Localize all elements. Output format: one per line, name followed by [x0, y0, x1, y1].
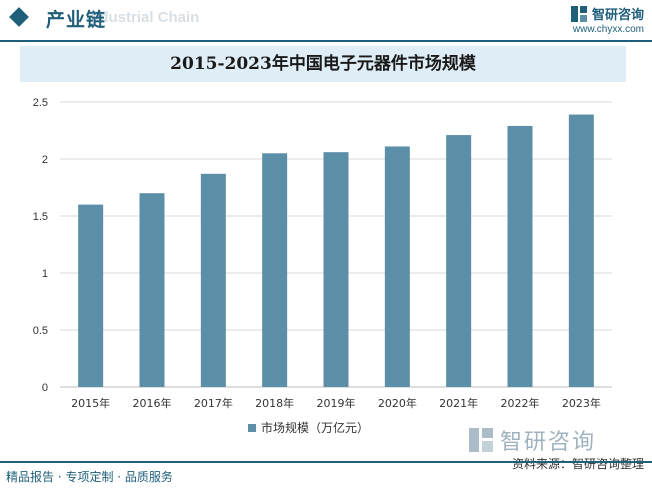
- section-title: 产业链: [46, 9, 107, 31]
- y-tick-label: 2: [42, 154, 48, 166]
- brand: 智研咨询 www.chyxx.com: [570, 4, 644, 35]
- y-tick-label: 1.5: [33, 211, 48, 223]
- bar: [507, 125, 533, 387]
- bar: [262, 153, 288, 387]
- footer-tagline: 精品报告 · 专项定制 · 品质服务: [6, 470, 173, 484]
- y-tick-label: 1: [42, 268, 48, 280]
- brand-name: 智研咨询: [591, 8, 644, 23]
- header-divider: [0, 40, 652, 42]
- y-tick-label: 0.5: [33, 325, 48, 337]
- footer-divider: [0, 461, 652, 463]
- footer-source: 资料来源：智研咨询整理: [512, 455, 644, 472]
- diamond-icon: [9, 7, 29, 27]
- source-name: 智研咨询整理: [571, 457, 644, 471]
- x-tick-label: 2020年: [378, 396, 417, 410]
- x-tick-label: 2015年: [71, 396, 110, 410]
- x-tick-label: 2018年: [255, 396, 294, 410]
- brand-logo-icon: [570, 5, 587, 22]
- watermark-text: 智研咨询: [500, 430, 597, 455]
- x-tick-label: 2023年: [562, 396, 601, 410]
- x-tick-label: 2017年: [194, 396, 233, 410]
- section-subtitle: Industrial Chain: [86, 9, 200, 26]
- chart-title: 2015-2023年中国电子元器件市场规模: [170, 54, 476, 74]
- x-tick-label: 2021年: [439, 396, 478, 410]
- header: Industrial Chain 产业链 智研咨询 www.chyxx.com: [0, 0, 652, 40]
- legend-label: 市场规模（万亿元）: [261, 420, 369, 435]
- y-tick-label: 0: [42, 382, 48, 394]
- bar: [200, 173, 226, 387]
- bar-chart: 0 0.5 1 1.5 2 2.5 2015年 2016年 2017年 2018年 2019年 202…: [33, 97, 612, 435]
- brand-url: www.chyxx.com: [572, 24, 644, 35]
- watermark-logo-icon: [469, 428, 493, 452]
- bar: [446, 135, 472, 387]
- y-tick-label: 2.5: [33, 97, 48, 109]
- source-label: 资料来源：: [511, 457, 572, 471]
- x-tick-label: 2022年: [501, 396, 540, 410]
- bar: [568, 114, 594, 387]
- x-tick-label: 2019年: [317, 396, 356, 410]
- chart-title-box: 2015-2023年中国电子元器件市场规模: [20, 46, 626, 82]
- bar: [384, 146, 410, 387]
- watermark: 智研咨询: [468, 424, 596, 456]
- bar: [139, 193, 165, 387]
- x-tick-label: 2016年: [133, 396, 172, 410]
- legend-swatch: [248, 424, 256, 432]
- bar: [323, 152, 349, 387]
- bar: [78, 204, 104, 387]
